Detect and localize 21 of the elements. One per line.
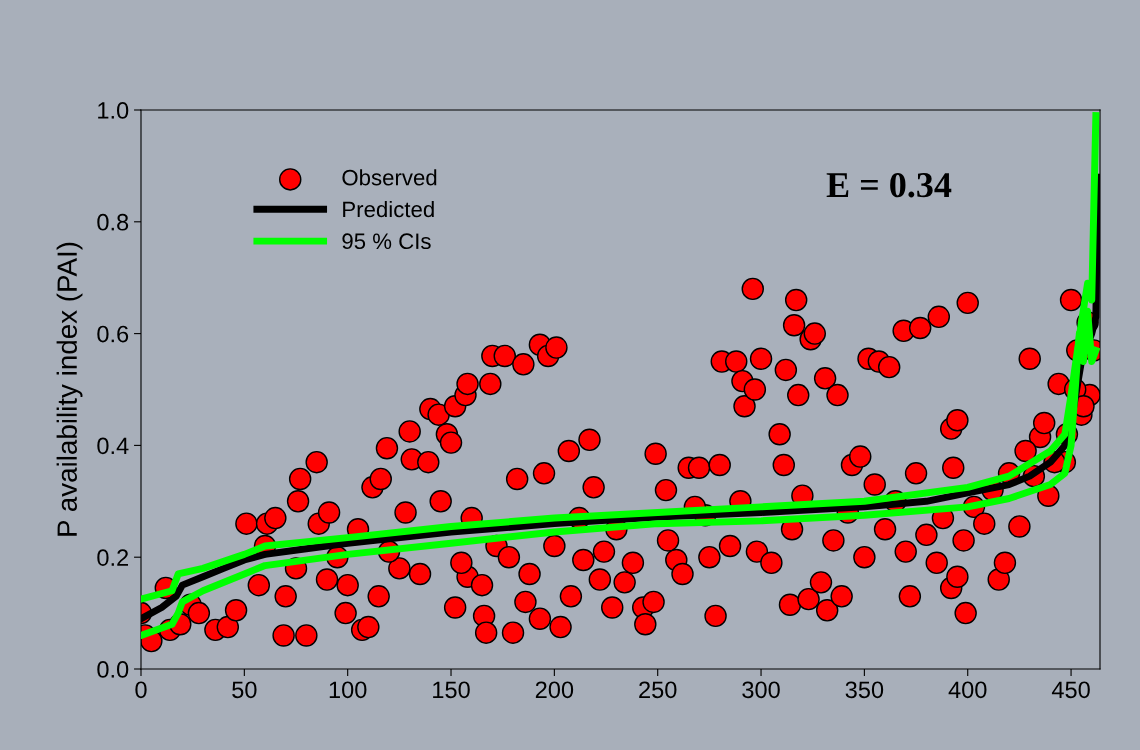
x-tick-label: 250 bbox=[639, 681, 677, 699]
x-tick-label: 150 bbox=[433, 681, 470, 699]
x-tick-label: 400 bbox=[948, 681, 987, 699]
x-tick-label: 350 bbox=[845, 681, 884, 699]
y-axis-title: P availability index (PAI) bbox=[56, 242, 83, 536]
legend-label: Observed bbox=[342, 169, 437, 186]
x-tick-label: 100 bbox=[329, 681, 367, 699]
y-tick-label: 1.0 bbox=[98, 102, 129, 119]
x-tick-label: 50 bbox=[232, 681, 257, 699]
x-tick-label: 300 bbox=[742, 681, 780, 699]
legend-label: Predicted bbox=[343, 200, 434, 218]
annotation: E = 0.34 bbox=[826, 172, 952, 198]
x-tick-label: 200 bbox=[535, 681, 574, 699]
y-tick-label: 0.4 bbox=[97, 437, 129, 455]
y-tick-label: 0.0 bbox=[97, 661, 129, 678]
x-tick-label: 450 bbox=[1051, 681, 1090, 699]
y-tick-label: 0.2 bbox=[97, 549, 129, 566]
legend-label: 95 % CIs bbox=[342, 233, 431, 250]
y-tick-label: 0.8 bbox=[97, 213, 129, 231]
x-tick-label: 0 bbox=[135, 681, 147, 699]
y-tick-label: 0.6 bbox=[97, 325, 129, 343]
